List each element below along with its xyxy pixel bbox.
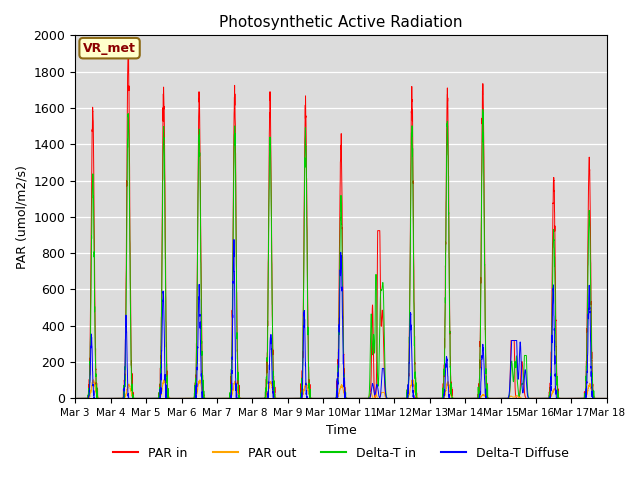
Delta-T Diffuse: [230, 237, 238, 242]
Delta-T in: [431, 396, 438, 401]
Delta-T in: [490, 396, 498, 401]
Delta-T in: [460, 396, 468, 401]
Legend: PAR in, PAR out, Delta-T in, Delta-T Diffuse: PAR in, PAR out, Delta-T in, Delta-T Dif…: [108, 442, 574, 465]
PAR out: [460, 396, 468, 401]
PAR in: [603, 396, 611, 401]
PAR in: [125, 37, 132, 43]
Delta-T Diffuse: [602, 396, 610, 401]
Text: VR_met: VR_met: [83, 42, 136, 55]
PAR out: [602, 396, 610, 401]
Line: Delta-T in: Delta-T in: [75, 109, 607, 398]
PAR in: [71, 396, 79, 401]
Delta-T Diffuse: [321, 396, 329, 401]
PAR in: [167, 396, 175, 401]
PAR in: [602, 396, 610, 401]
PAR out: [490, 396, 498, 401]
PAR out: [167, 396, 175, 401]
Delta-T Diffuse: [71, 396, 79, 401]
Delta-T in: [167, 396, 175, 401]
PAR in: [490, 396, 498, 401]
Delta-T Diffuse: [167, 396, 175, 401]
Delta-T Diffuse: [490, 396, 498, 401]
Line: PAR out: PAR out: [75, 380, 607, 398]
Delta-T Diffuse: [431, 396, 438, 401]
Delta-T in: [321, 396, 329, 401]
PAR in: [431, 396, 438, 401]
PAR out: [161, 377, 168, 383]
Line: Delta-T Diffuse: Delta-T Diffuse: [75, 240, 607, 398]
Line: PAR in: PAR in: [75, 40, 607, 398]
Title: Photosynthetic Active Radiation: Photosynthetic Active Radiation: [220, 15, 463, 30]
PAR in: [321, 396, 329, 401]
Delta-T Diffuse: [603, 396, 611, 401]
Y-axis label: PAR (umol/m2/s): PAR (umol/m2/s): [15, 165, 28, 269]
Delta-T in: [603, 396, 611, 401]
X-axis label: Time: Time: [326, 424, 356, 437]
Delta-T in: [479, 107, 486, 112]
PAR out: [603, 396, 611, 401]
PAR in: [460, 396, 468, 401]
PAR out: [431, 396, 438, 401]
PAR out: [321, 396, 329, 401]
PAR out: [71, 396, 79, 401]
Delta-T in: [71, 396, 79, 401]
Delta-T Diffuse: [460, 396, 468, 401]
Delta-T in: [602, 396, 610, 401]
